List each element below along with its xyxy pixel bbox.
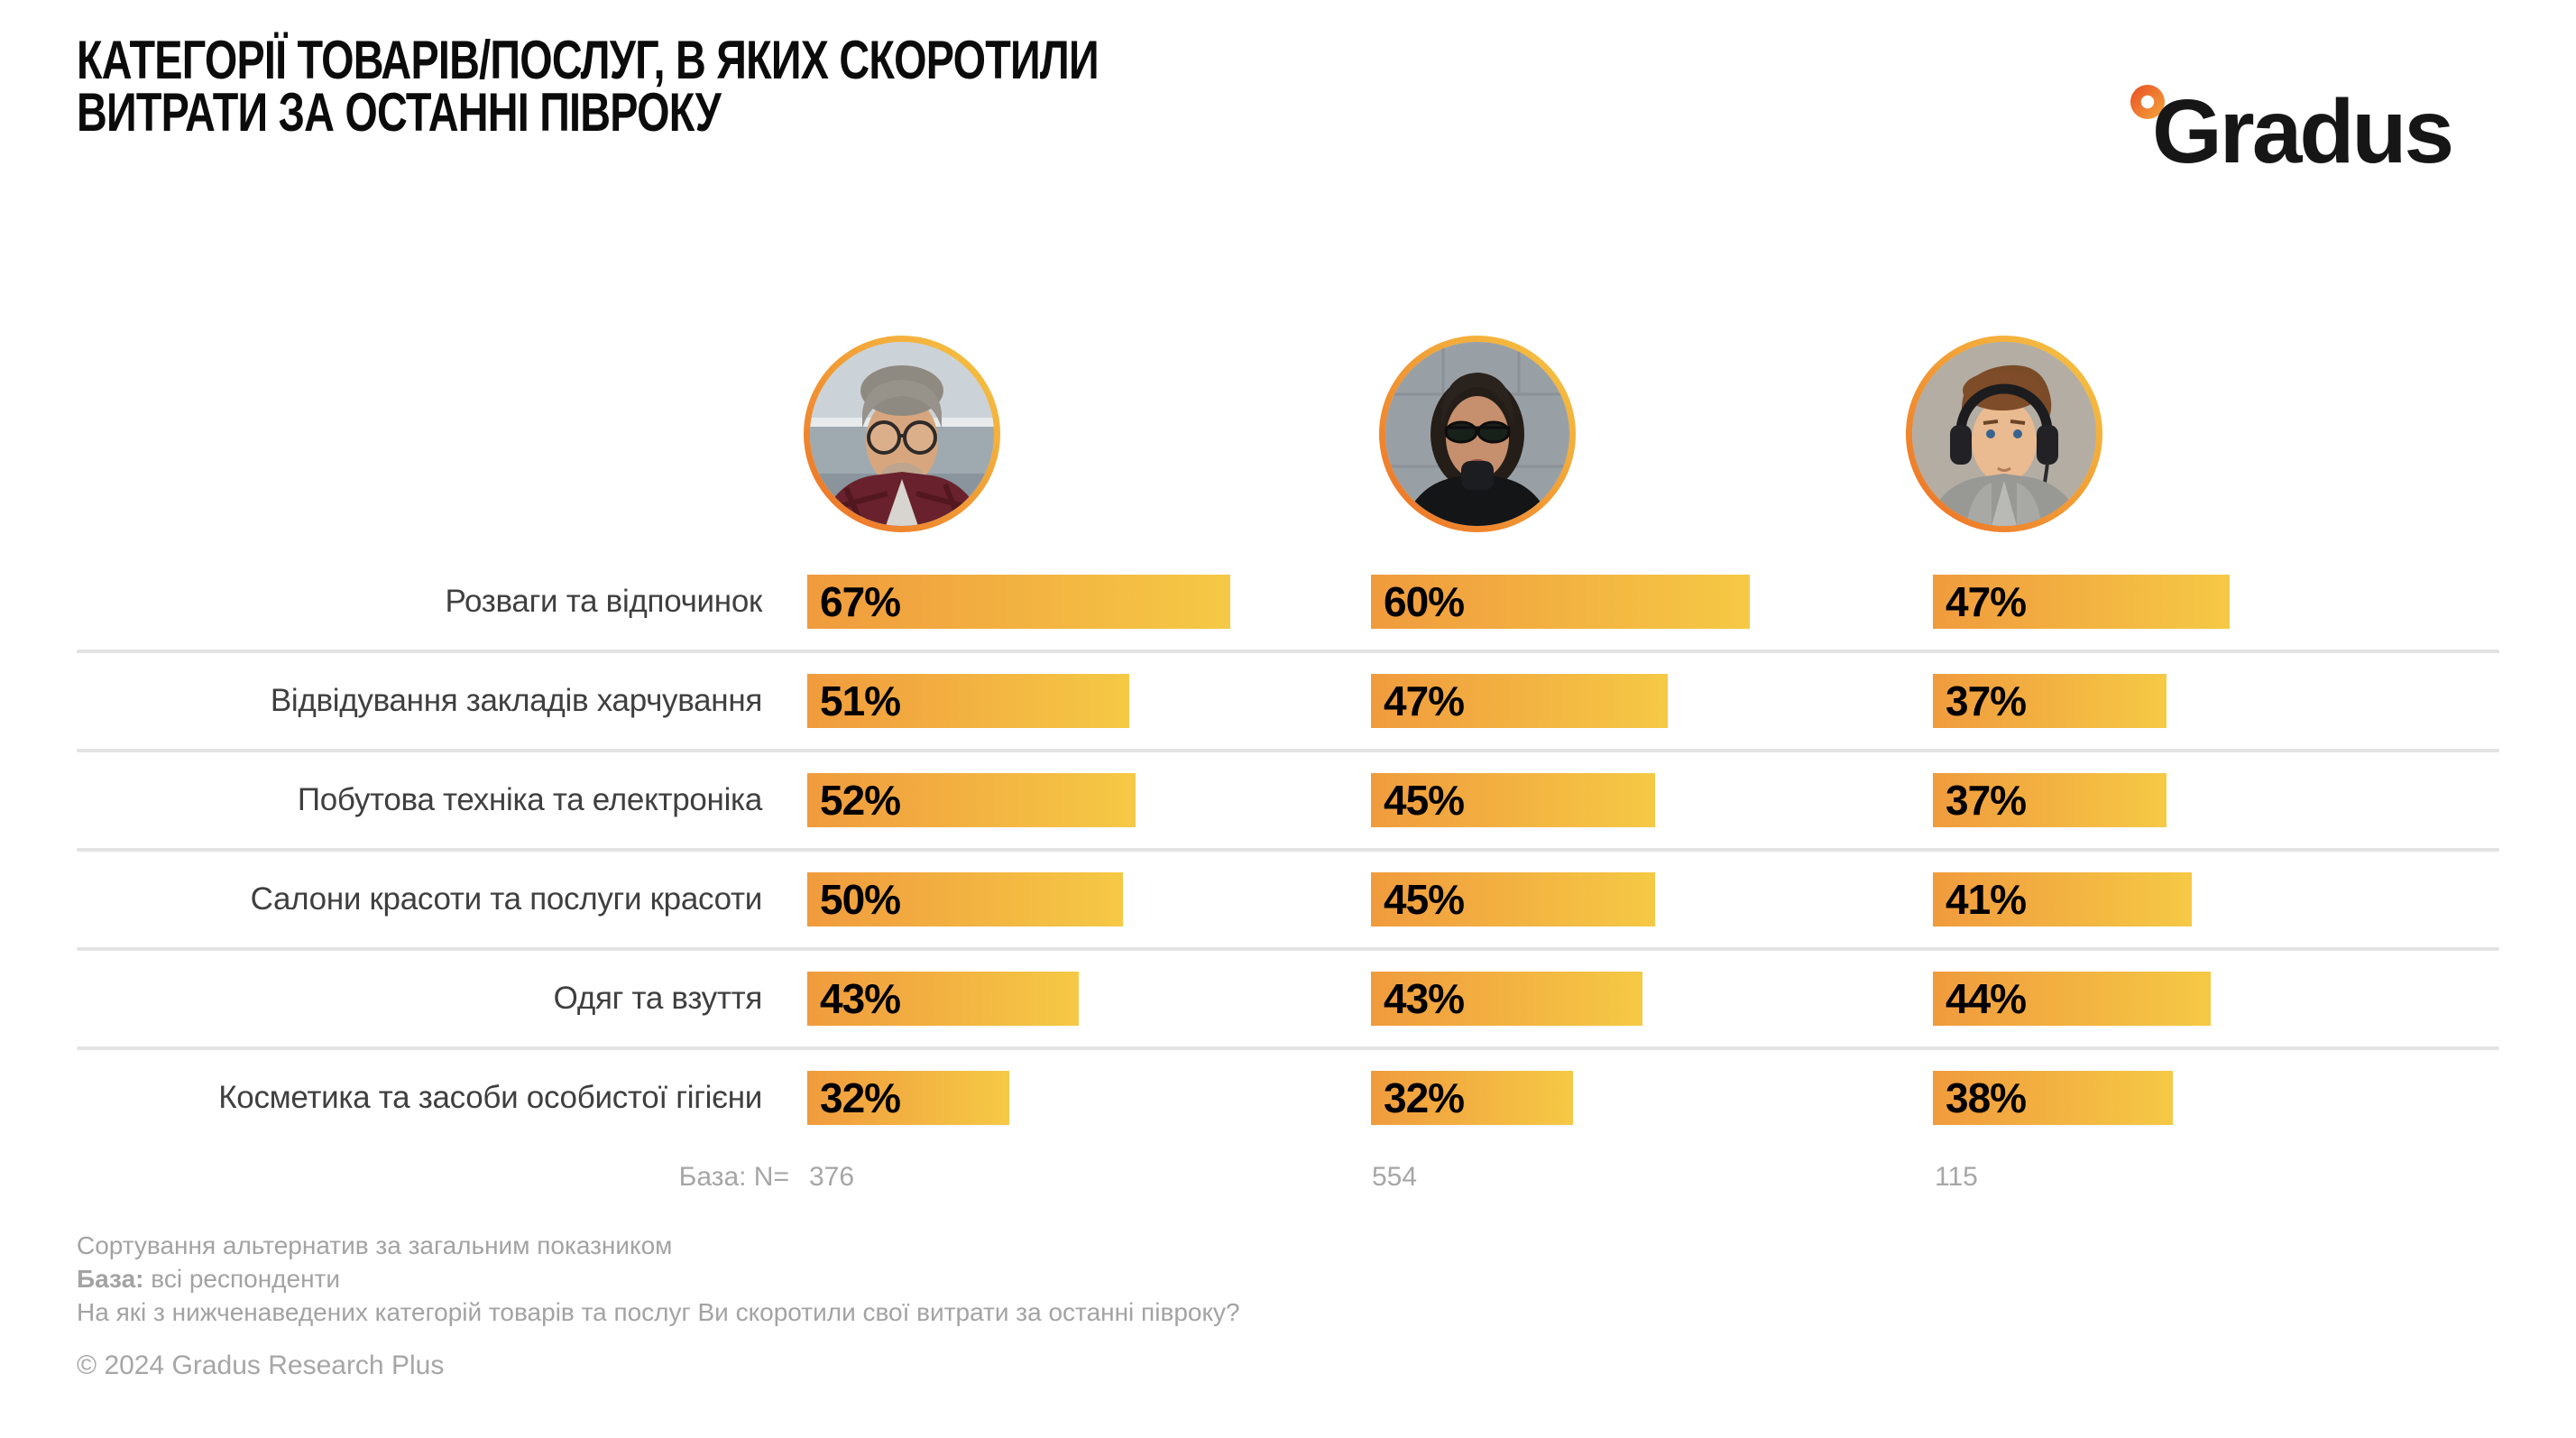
bar-group2-row5: 43%	[1371, 972, 1642, 1026]
bar-group3-row2: 37%	[1933, 674, 2167, 728]
bar-value-label: 37%	[1946, 678, 2027, 724]
avatar-teen-headphones-illustration	[1912, 342, 2096, 526]
bar-group2-row3: 45%	[1371, 773, 1655, 827]
category-row-4: Салони красоти та послуги красоти 50% 45…	[0, 852, 2576, 947]
category-row-5: Одяг та взуття 43% 43% 44%	[0, 951, 2576, 1046]
bar-value-label: 43%	[820, 975, 901, 1022]
bar-group1-row4: 50%	[807, 872, 1123, 926]
bar-group3-row6: 38%	[1933, 1071, 2173, 1125]
base-value-group1: 376	[809, 1162, 855, 1192]
category-row-2: Відвідування закладів харчування 51% 47%…	[0, 653, 2576, 749]
bar-group1-row5: 43%	[807, 972, 1079, 1026]
category-label: Розваги та відпочинок	[445, 584, 763, 619]
footer-note-base: База: всі респонденти	[77, 1262, 1240, 1295]
bar-group3-row1: 47%	[1933, 575, 2230, 629]
page-title-line1: КАТЕГОРІЇ ТОВАРІВ/ПОСЛУГ, В ЯКИХ СКОРОТИ…	[77, 30, 1099, 90]
page-title-line2: ВИТРАТИ ЗА ОСТАННІ ПІВРОКУ	[77, 82, 722, 143]
row-separator	[77, 650, 2499, 653]
category-label: Косметика та засоби особистої гігієни	[218, 1080, 762, 1115]
bar-value-label: 32%	[820, 1074, 901, 1121]
bar-value-label: 45%	[1384, 876, 1465, 923]
row-separator	[77, 1046, 2499, 1050]
category-row-1: Розваги та відпочинок 67% 60% 47%	[0, 554, 2576, 650]
page-title: КАТЕГОРІЇ ТОВАРІВ/ПОСЛУГ, В ЯКИХ СКОРОТИ…	[77, 30, 1099, 143]
bar-value-label: 41%	[1946, 876, 2027, 923]
bar-value-label: 37%	[1946, 777, 2027, 824]
category-label: Побутова техніка та електроніка	[297, 782, 762, 817]
bar-value-label: 51%	[820, 678, 901, 724]
bar-group3-row3: 37%	[1933, 773, 2167, 827]
footer-notes: Сортування альтернатив за загальним пока…	[77, 1229, 1240, 1329]
footer-base-text: всі респонденти	[143, 1265, 341, 1293]
bar-value-label: 47%	[1946, 578, 2027, 625]
bar-group2-row4: 45%	[1371, 872, 1655, 926]
bar-group3-row5: 44%	[1933, 972, 2211, 1026]
bar-value-label: 44%	[1946, 975, 2027, 1022]
bar-value-label: 52%	[820, 777, 901, 824]
bar-value-label: 47%	[1384, 678, 1465, 724]
bar-group1-row6: 32%	[807, 1071, 1009, 1125]
row-separator	[77, 749, 2499, 752]
copyright: © 2024 Gradus Research Plus	[77, 1350, 445, 1380]
avatar-woman-sunglasses-illustration	[1385, 342, 1569, 526]
category-label: Салони красоти та послуги красоти	[250, 881, 763, 917]
bar-value-label: 60%	[1384, 578, 1465, 625]
bar-value-label: 67%	[820, 578, 901, 625]
bar-group1-row1: 67%	[807, 575, 1230, 629]
base-label: База: N=	[678, 1162, 789, 1192]
base-row: База: N= 376 554 115	[0, 1162, 2576, 1200]
row-separator	[77, 947, 2499, 951]
base-value-group3: 115	[1935, 1162, 1978, 1192]
gradus-logo-ring-icon	[2130, 85, 2165, 119]
bar-group1-row3: 52%	[807, 773, 1136, 827]
bar-value-label: 50%	[820, 876, 901, 923]
footer-base-label: База:	[77, 1265, 144, 1293]
base-value-group2: 554	[1372, 1162, 1418, 1192]
category-row-3: Побутова техніка та електроніка 52% 45% …	[0, 752, 2576, 848]
bar-group1-row2: 51%	[807, 674, 1129, 728]
bar-chart: Розваги та відпочинок 67% 60% 47% Відвід…	[0, 554, 2576, 1146]
bar-value-label: 43%	[1384, 975, 1465, 1022]
footer-note-sorting: Сортування альтернатив за загальним пока…	[77, 1231, 673, 1259]
category-row-6: Косметика та засоби особистої гігієни 32…	[0, 1050, 2576, 1146]
bar-value-label: 32%	[1384, 1074, 1465, 1121]
avatar-woman-sunglasses	[1379, 336, 1576, 532]
row-separator	[77, 848, 2499, 852]
footer-note-question: На які з нижченаведених категорій товарі…	[77, 1298, 1240, 1326]
gradus-logo: Gradus	[2121, 70, 2518, 197]
bar-value-label: 38%	[1946, 1074, 2027, 1121]
avatar-man-glasses-illustration	[810, 342, 994, 526]
category-label: Відвідування закладів харчування	[270, 683, 762, 718]
category-label: Одяг та взуття	[553, 981, 763, 1016]
bar-group3-row4: 41%	[1933, 872, 2192, 926]
gradus-logo-text: Gradus	[2152, 81, 2454, 182]
bar-group2-row2: 47%	[1371, 674, 1668, 728]
bar-group2-row1: 60%	[1371, 575, 1750, 629]
bar-group2-row6: 32%	[1371, 1071, 1573, 1125]
avatar-teen-headphones	[1906, 336, 2102, 532]
avatar-man-glasses	[804, 336, 1000, 532]
bar-value-label: 45%	[1384, 777, 1465, 824]
